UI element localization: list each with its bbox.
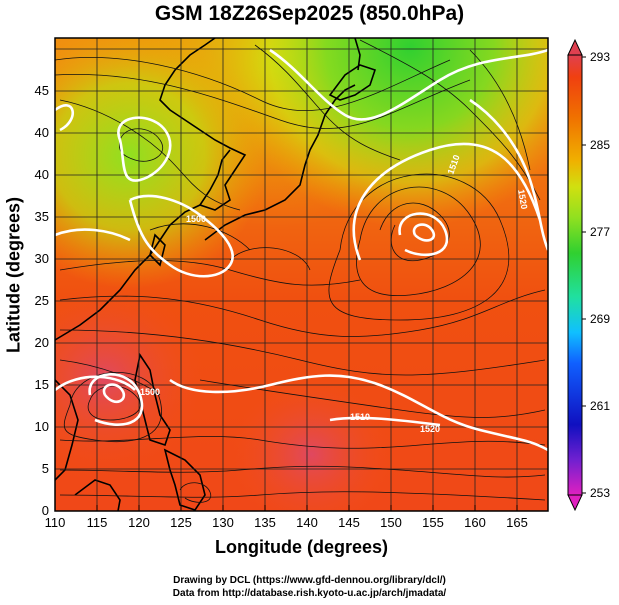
x-tick-labels: 110 115 120 125 130 135 140 145 150 155 … bbox=[45, 515, 528, 530]
x-tick-label: 150 bbox=[380, 515, 402, 530]
x-tick-label: 120 bbox=[128, 515, 150, 530]
colorbar-tick-label: 293 bbox=[590, 50, 610, 64]
y-tick-label: 25 bbox=[35, 293, 49, 308]
colorbar-tick-label: 285 bbox=[590, 138, 610, 152]
x-tick-label: 130 bbox=[212, 515, 234, 530]
x-tick-label: 155 bbox=[422, 515, 444, 530]
contour-label: 1520 bbox=[516, 189, 529, 210]
y-tick-label: 10 bbox=[35, 419, 49, 434]
coastline-hokkaido bbox=[328, 64, 377, 101]
y-tick-label: 40 bbox=[35, 167, 49, 182]
y-tick-label: 15 bbox=[35, 377, 49, 392]
coastline-japan bbox=[204, 84, 356, 241]
contour-label: 1510 bbox=[350, 412, 370, 422]
x-axis-label: Longitude (degrees) bbox=[214, 537, 388, 557]
contour-label: 1500 bbox=[186, 214, 206, 224]
y-tick-labels: 0 5 10 15 20 25 30 35 40 40 45 bbox=[35, 83, 49, 518]
credit-data: Data from http://database.rish.kyoto-u.a… bbox=[172, 588, 447, 599]
credit-drawing: Drawing by DCL (https://www.gfd-dennou.o… bbox=[173, 575, 446, 586]
x-tick-label: 135 bbox=[254, 515, 276, 530]
page-title: GSM 18Z26Sep2025 (850.0hPa) bbox=[154, 2, 465, 25]
contour-label: 1520 bbox=[420, 424, 440, 434]
colorbar-tick-label: 277 bbox=[590, 225, 610, 239]
plot-frame bbox=[54, 37, 549, 512]
coastline-borneo bbox=[74, 479, 121, 511]
x-tick-label: 165 bbox=[506, 515, 528, 530]
coastline-china bbox=[55, 38, 247, 341]
x-tick-label: 160 bbox=[464, 515, 486, 530]
axis-ticks bbox=[54, 505, 518, 511]
coastline-sakhalin bbox=[354, 38, 361, 71]
contour-label: 1500 bbox=[140, 387, 160, 397]
y-tick-label: 40 bbox=[35, 125, 49, 140]
y-tick-label: 0 bbox=[42, 503, 49, 518]
colorbar-max-arrow bbox=[567, 38, 583, 56]
y-tick-label: 20 bbox=[35, 335, 49, 350]
colorbar: 253 261 269 277 285 293 bbox=[567, 38, 610, 512]
x-tick-label: 125 bbox=[170, 515, 192, 530]
height-contours bbox=[55, 48, 548, 452]
x-tick-label: 140 bbox=[296, 515, 318, 530]
x-tick-label: 110 bbox=[45, 515, 66, 530]
x-tick-label: 115 bbox=[87, 515, 108, 530]
y-axis-label: Latitude (degrees) bbox=[3, 196, 24, 354]
y-tick-label: 45 bbox=[35, 83, 49, 98]
coastline-philippines-south bbox=[163, 448, 206, 511]
y-tick-label: 35 bbox=[35, 209, 49, 224]
x-tick-label: 145 bbox=[338, 515, 360, 530]
coastline-indochina bbox=[55, 379, 79, 481]
colorbar-tick-label: 253 bbox=[590, 486, 610, 500]
y-tick-label: 5 bbox=[42, 461, 49, 476]
colorbar-min-arrow bbox=[567, 494, 583, 512]
colorbar-scale bbox=[567, 54, 583, 496]
graticule bbox=[55, 38, 548, 511]
y-tick-label: 30 bbox=[35, 251, 49, 266]
colorbar-tick-label: 261 bbox=[590, 399, 610, 413]
colorbar-tick-label: 269 bbox=[590, 312, 610, 326]
